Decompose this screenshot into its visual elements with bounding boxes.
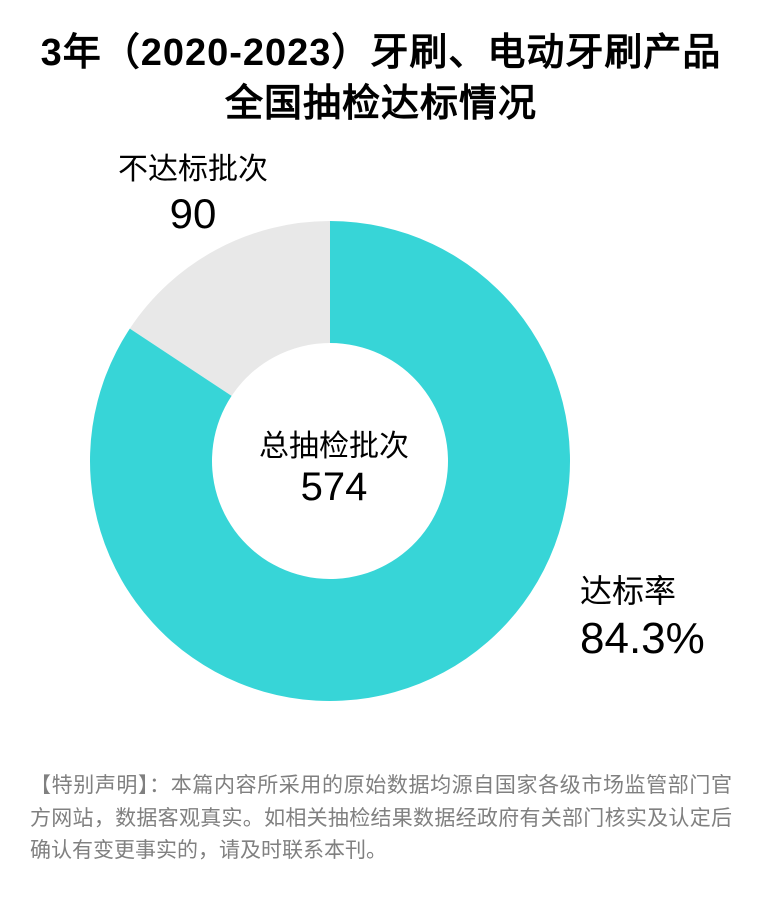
center-label-text: 总抽检批次 — [254, 421, 414, 465]
callout-fail: 不达标批次 90 — [108, 151, 278, 241]
callout-pass-value: 84.3% — [580, 611, 750, 666]
donut-chart: 总抽检批次 574 不达标批次 90 达标率 84.3% — [0, 131, 762, 751]
callout-pass-text: 达标率 — [580, 571, 750, 611]
callout-fail-value: 90 — [108, 188, 278, 241]
chart-title: 3年（2020-2023）牙刷、电动牙刷产品全国抽检达标情况 — [0, 0, 762, 131]
callout-fail-text: 不达标批次 — [108, 151, 278, 189]
center-label: 总抽检批次 574 — [254, 421, 414, 510]
callout-pass: 达标率 84.3% — [580, 571, 750, 666]
disclaimer-text: 【特别声明】：本篇内容所采用的原始数据均源自国家各级市场监管部门官方网站，数据客… — [30, 770, 732, 868]
center-label-value: 574 — [254, 465, 414, 510]
